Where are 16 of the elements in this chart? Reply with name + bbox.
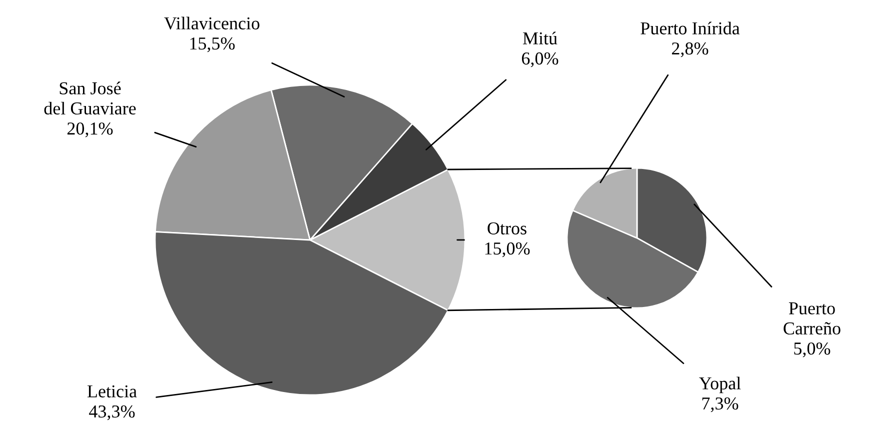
data-label: 15,0% xyxy=(485,242,530,258)
slice-label: Puerto Carreño xyxy=(784,302,840,335)
data-label: 43,3% xyxy=(89,405,135,420)
data-label: 2,8% xyxy=(672,42,708,58)
data-label: 15,5% xyxy=(190,37,235,52)
data-label: 5,0% xyxy=(794,342,830,358)
data-label: 6,0% xyxy=(522,52,558,68)
slice-label: Mitú xyxy=(522,32,558,44)
data-label: 20,1% xyxy=(67,122,113,138)
slice-label: Puerto Inírida xyxy=(640,22,740,34)
data-label: 7,3% xyxy=(702,397,738,412)
slice-label: Otros xyxy=(488,222,526,234)
slice-label: Yopal xyxy=(699,376,741,394)
slice-label: Leticia xyxy=(87,385,137,398)
slice-label: San José del Guaviare xyxy=(44,82,136,115)
slice-label: Villavicencio xyxy=(164,16,260,30)
